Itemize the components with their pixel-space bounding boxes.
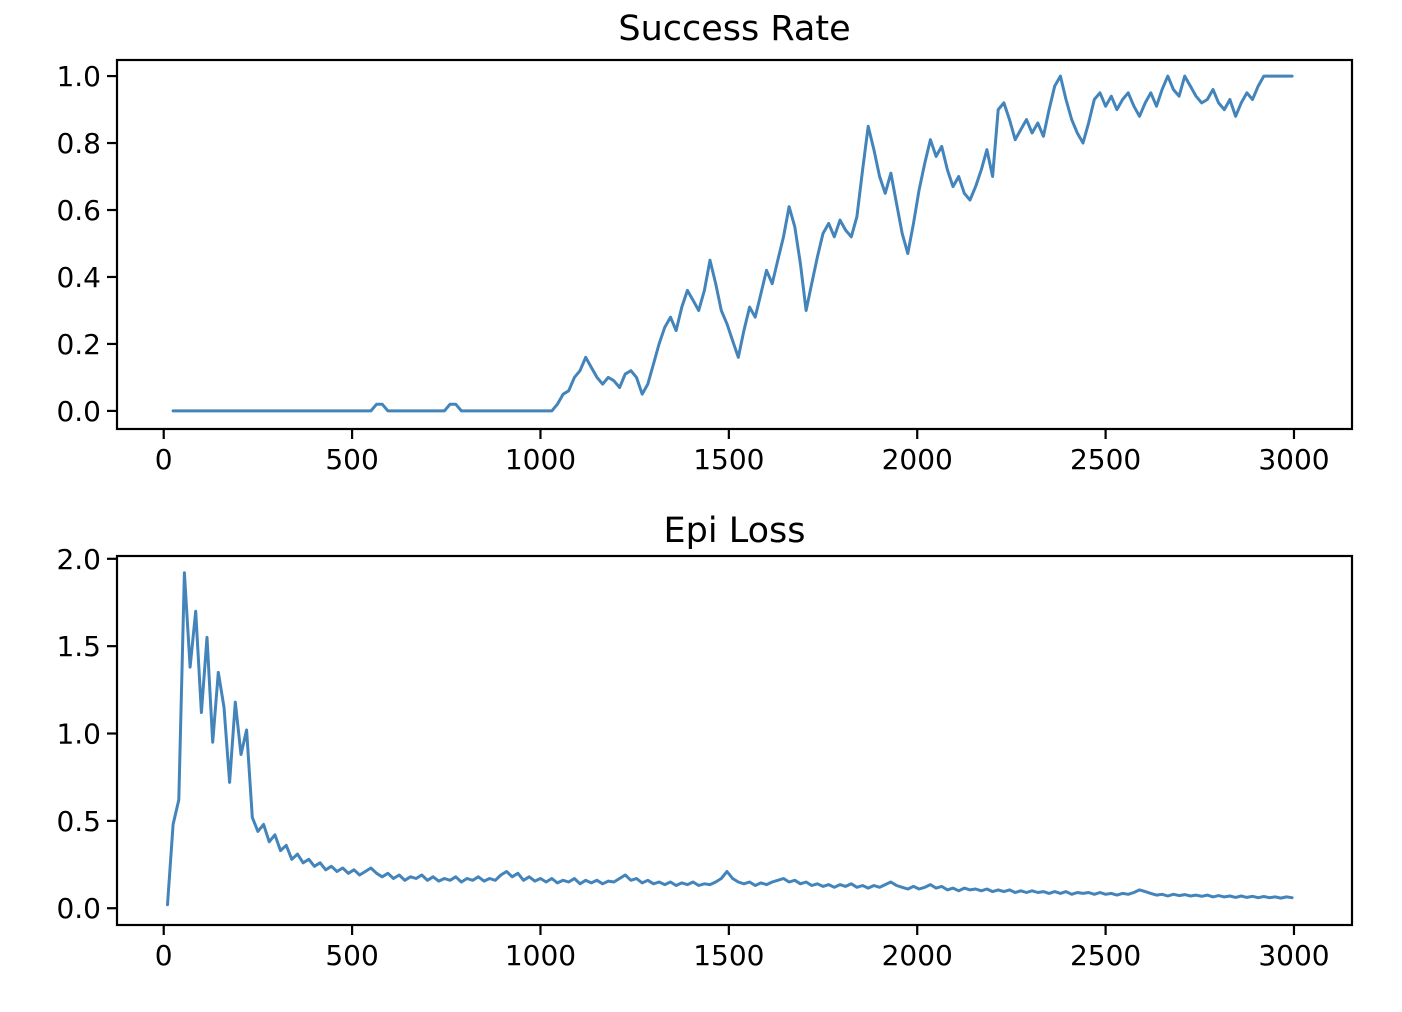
epi_loss-line [166, 571, 1294, 907]
epi-loss-axes: 0 500 1000 1500 2000 2500 3000 0.0 0.5 1.0 1.5 2.0 [56, 543, 1354, 972]
x-tick-label: 500 [325, 939, 378, 972]
y-tick-label: 0.6 [56, 194, 101, 227]
chart-title-success-rate: Success Rate [618, 9, 850, 49]
y-tick-label: 0.5 [56, 805, 101, 838]
success-rate-axes: 0 500 1000 1500 2000 2500 3000 0.0 0.2 0.4 0.6 0.8 1… [56, 58, 1354, 476]
x-tick-label: 0 [155, 443, 173, 476]
y-tick-label: 0.2 [56, 328, 101, 361]
y-tick-label: 1.5 [56, 630, 101, 663]
x-tick-label: 2000 [882, 443, 953, 476]
y-tick-label: 1.0 [56, 60, 101, 93]
chart-title-epi-loss: Epi Loss [664, 511, 806, 551]
x-tick-label: 1000 [505, 443, 576, 476]
plot-border [115, 554, 1354, 927]
x-tick-label: 500 [325, 443, 378, 476]
x-tick-label: 3000 [1258, 939, 1329, 972]
y-tick-label: 2.0 [56, 543, 101, 576]
plot-border [115, 58, 1354, 431]
x-tick-label: 1500 [693, 443, 764, 476]
x-tick-label: 2000 [882, 939, 953, 972]
x-tick-label: 1000 [505, 939, 576, 972]
x-tick-label: 3000 [1258, 443, 1329, 476]
success_rate-line [171, 74, 1294, 413]
epi-loss-plot: Epi Loss 0 500 1000 1500 2000 2500 3000 0.0 0.5 1… [56, 511, 1354, 972]
x-tick-label: 2500 [1070, 939, 1141, 972]
x-tick-label: 0 [155, 939, 173, 972]
x-tick-label: 2500 [1070, 443, 1141, 476]
success-rate-plot: Success Rate 0 500 1000 1500 2000 2500 3000 0.0… [56, 9, 1354, 476]
y-tick-label: 1.0 [56, 718, 101, 751]
y-tick-label: 0.4 [56, 261, 101, 294]
x-tick-label: 1500 [693, 939, 764, 972]
y-tick-label: 0.0 [56, 892, 101, 925]
y-tick-label: 0.0 [56, 395, 101, 428]
y-tick-label: 0.8 [56, 127, 101, 160]
